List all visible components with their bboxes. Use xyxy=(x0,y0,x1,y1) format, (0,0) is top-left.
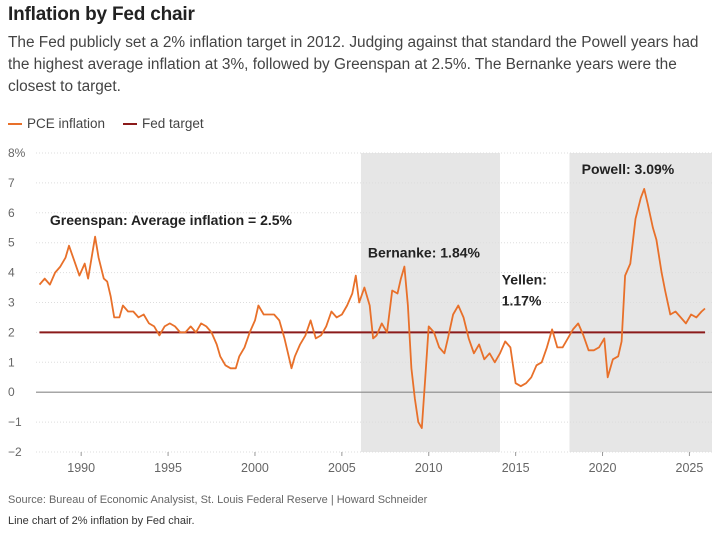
x-tick-label: 1995 xyxy=(154,461,182,475)
chart-subtitle: The Fed publicly set a 2% inflation targ… xyxy=(8,34,699,95)
legend: PCE inflation Fed target xyxy=(8,116,222,131)
annotation-4: Powell: 3.09% xyxy=(582,161,675,177)
annotation-1: Bernanke: 1.84% xyxy=(368,245,481,261)
chart-title: Inflation by Fed chair xyxy=(8,4,195,25)
x-tick-label: 1990 xyxy=(67,461,95,475)
legend-swatch-pce xyxy=(8,122,22,125)
caption: Line chart of 2% inflation by Fed chair. xyxy=(8,515,195,527)
x-tick-label: 2005 xyxy=(328,461,356,475)
legend-item-target: Fed target xyxy=(123,116,204,131)
y-tick-label: −2 xyxy=(8,445,22,459)
y-tick-label: 0 xyxy=(8,385,15,399)
y-tick-label: 5 xyxy=(8,236,15,250)
annotation-0: Greenspan: Average inflation = 2.5% xyxy=(50,212,293,228)
x-tick-label: 2020 xyxy=(589,461,617,475)
legend-swatch-target xyxy=(123,122,138,125)
y-tick-label: 1 xyxy=(8,355,15,369)
series-line-pce-inflation xyxy=(38,188,706,429)
y-tick-label: 7 xyxy=(8,176,15,190)
y-tick-label: 3 xyxy=(8,296,15,310)
shaded-period-1 xyxy=(569,153,712,452)
legend-label-pce: PCE inflation xyxy=(27,116,106,131)
legend-item-pce: PCE inflation xyxy=(8,116,105,131)
legend-label-target: Fed target xyxy=(142,116,204,131)
y-tick-label: 4 xyxy=(8,266,15,280)
source-note: Source: Bureau of Economic Analysist, St… xyxy=(8,494,428,506)
x-tick-label: 2015 xyxy=(502,461,530,475)
line-chart: −2 −1 0 1 2 3 4 5 6 7 8% 1990 1995 2000 2005 2010 2015 20… xyxy=(8,146,712,475)
y-tick-label: 8% xyxy=(8,146,26,160)
x-tick-label: 2010 xyxy=(415,461,443,475)
x-tick-label: 2025 xyxy=(676,461,704,475)
annotation-3: 1.17% xyxy=(502,292,542,308)
annotation-2: Yellen: xyxy=(502,272,547,288)
x-tick-label: 2000 xyxy=(241,461,269,475)
y-tick-label: 2 xyxy=(8,325,15,339)
y-tick-label: −1 xyxy=(8,415,22,429)
y-tick-label: 6 xyxy=(8,206,15,220)
